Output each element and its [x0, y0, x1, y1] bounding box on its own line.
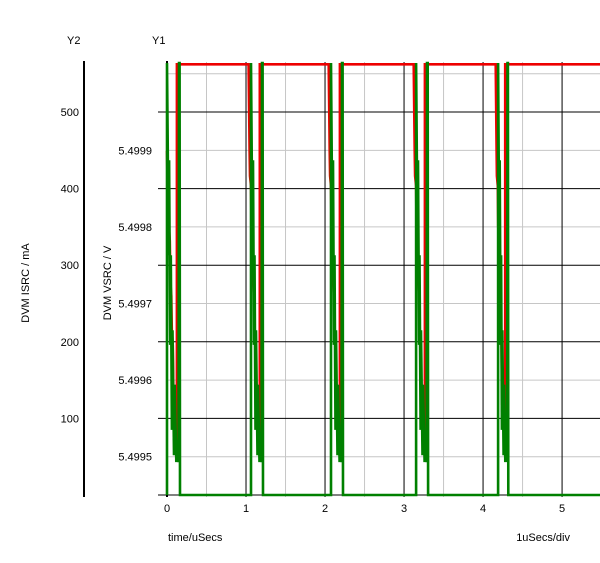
- y1-tick-label: 5.4995: [118, 451, 152, 463]
- y2-tick-label: 100: [61, 413, 79, 425]
- y1-axis-name: Y1: [152, 35, 166, 47]
- x-tick-label: 5: [559, 503, 565, 515]
- y1-tick-label: 5.4998: [118, 222, 152, 234]
- x-tick-label: 1: [243, 503, 249, 515]
- y1-tick-label: 5.4996: [118, 375, 152, 387]
- y2-tick-label: 300: [61, 260, 79, 272]
- x-axis-div-label: 1uSecs/div: [516, 532, 570, 544]
- x-axis-title: time/uSecs: [168, 532, 223, 544]
- y1-tick-label: 5.4997: [118, 299, 152, 311]
- y2-tick-label: 500: [61, 107, 79, 119]
- y2-axis-name: Y2: [67, 35, 81, 47]
- x-tick-label: 4: [480, 503, 486, 515]
- x-tick-label: 0: [164, 503, 170, 515]
- y2-tick-label: 400: [61, 184, 79, 196]
- trace-dvm-vsrc: [165, 63, 600, 447]
- x-tick-label: 3: [401, 503, 407, 515]
- y2-tick-label: 200: [61, 337, 79, 349]
- trace-dvm-isrc: [165, 61, 600, 497]
- y1-tick-label: 5.4999: [118, 146, 152, 158]
- x-tick-label: 2: [322, 503, 328, 515]
